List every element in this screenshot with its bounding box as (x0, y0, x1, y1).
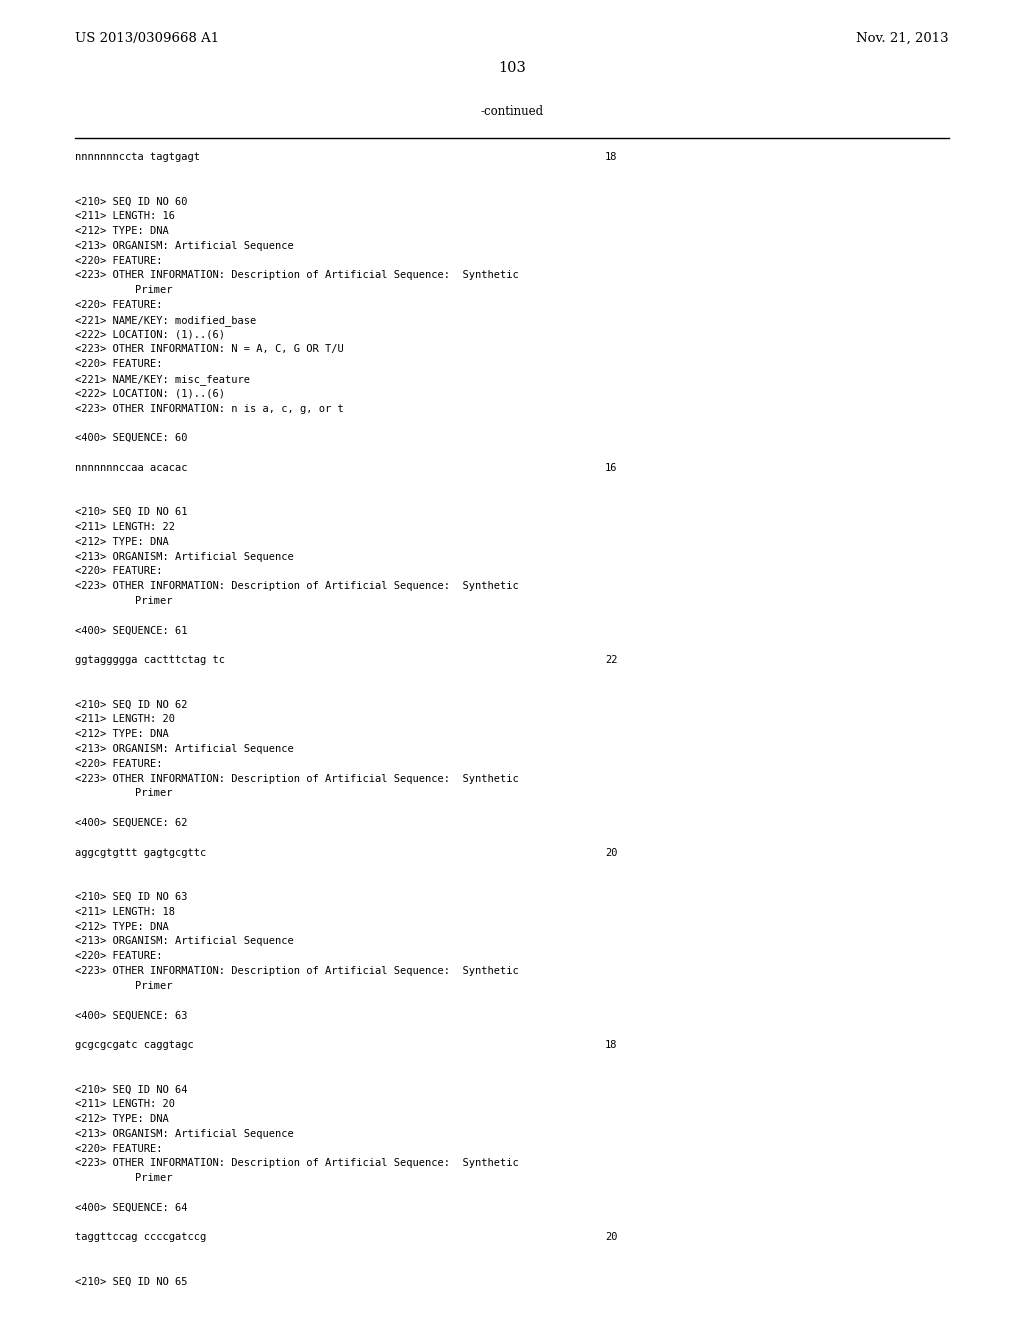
Text: -continued: -continued (480, 106, 544, 117)
Text: <211> LENGTH: 18: <211> LENGTH: 18 (75, 907, 175, 917)
Text: 20: 20 (605, 847, 617, 858)
Text: <213> ORGANISM: Artificial Sequence: <213> ORGANISM: Artificial Sequence (75, 552, 294, 561)
Text: nnnnnnnccta tagtgagt: nnnnnnnccta tagtgagt (75, 152, 200, 162)
Text: gcgcgcgatc caggtagc: gcgcgcgatc caggtagc (75, 1040, 194, 1049)
Text: <210> SEQ ID NO 62: <210> SEQ ID NO 62 (75, 700, 187, 710)
Text: <211> LENGTH: 16: <211> LENGTH: 16 (75, 211, 175, 222)
Text: <400> SEQUENCE: 63: <400> SEQUENCE: 63 (75, 1010, 187, 1020)
Text: 16: 16 (605, 463, 617, 473)
Text: <212> TYPE: DNA: <212> TYPE: DNA (75, 1114, 169, 1125)
Text: <220> FEATURE:: <220> FEATURE: (75, 952, 163, 961)
Text: <220> FEATURE:: <220> FEATURE: (75, 566, 163, 577)
Text: <400> SEQUENCE: 61: <400> SEQUENCE: 61 (75, 626, 187, 636)
Text: nnnnnnnccaa acacac: nnnnnnnccaa acacac (75, 463, 187, 473)
Text: <222> LOCATION: (1)..(6): <222> LOCATION: (1)..(6) (75, 389, 225, 399)
Text: taggttccag ccccgatccg: taggttccag ccccgatccg (75, 1233, 206, 1242)
Text: Primer: Primer (135, 788, 172, 799)
Text: <400> SEQUENCE: 62: <400> SEQUENCE: 62 (75, 818, 187, 828)
Text: 18: 18 (605, 1040, 617, 1049)
Text: <211> LENGTH: 22: <211> LENGTH: 22 (75, 521, 175, 532)
Text: 103: 103 (498, 61, 526, 75)
Text: <210> SEQ ID NO 60: <210> SEQ ID NO 60 (75, 197, 187, 206)
Text: 20: 20 (605, 1233, 617, 1242)
Text: <212> TYPE: DNA: <212> TYPE: DNA (75, 537, 169, 546)
Text: <223> OTHER INFORMATION: Description of Artificial Sequence:  Synthetic: <223> OTHER INFORMATION: Description of … (75, 581, 519, 591)
Text: <400> SEQUENCE: 60: <400> SEQUENCE: 60 (75, 433, 187, 444)
Text: <220> FEATURE:: <220> FEATURE: (75, 359, 163, 370)
Text: Nov. 21, 2013: Nov. 21, 2013 (856, 32, 949, 45)
Text: <213> ORGANISM: Artificial Sequence: <213> ORGANISM: Artificial Sequence (75, 744, 294, 754)
Text: <213> ORGANISM: Artificial Sequence: <213> ORGANISM: Artificial Sequence (75, 240, 294, 251)
Text: Primer: Primer (135, 597, 172, 606)
Text: <211> LENGTH: 20: <211> LENGTH: 20 (75, 714, 175, 725)
Text: <220> FEATURE:: <220> FEATURE: (75, 256, 163, 265)
Text: <211> LENGTH: 20: <211> LENGTH: 20 (75, 1100, 175, 1109)
Text: <220> FEATURE:: <220> FEATURE: (75, 1143, 163, 1154)
Text: aggcgtgttt gagtgcgttc: aggcgtgttt gagtgcgttc (75, 847, 206, 858)
Text: <210> SEQ ID NO 63: <210> SEQ ID NO 63 (75, 892, 187, 902)
Text: <222> LOCATION: (1)..(6): <222> LOCATION: (1)..(6) (75, 330, 225, 339)
Text: <220> FEATURE:: <220> FEATURE: (75, 300, 163, 310)
Text: <223> OTHER INFORMATION: n is a, c, g, or t: <223> OTHER INFORMATION: n is a, c, g, o… (75, 404, 344, 413)
Text: <210> SEQ ID NO 65: <210> SEQ ID NO 65 (75, 1276, 187, 1287)
Text: <221> NAME/KEY: modified_base: <221> NAME/KEY: modified_base (75, 314, 256, 326)
Text: <213> ORGANISM: Artificial Sequence: <213> ORGANISM: Artificial Sequence (75, 1129, 294, 1139)
Text: US 2013/0309668 A1: US 2013/0309668 A1 (75, 32, 219, 45)
Text: <221> NAME/KEY: misc_feature: <221> NAME/KEY: misc_feature (75, 374, 250, 385)
Text: <223> OTHER INFORMATION: Description of Artificial Sequence:  Synthetic: <223> OTHER INFORMATION: Description of … (75, 1159, 519, 1168)
Text: <210> SEQ ID NO 64: <210> SEQ ID NO 64 (75, 1085, 187, 1094)
Text: Primer: Primer (135, 285, 172, 296)
Text: <212> TYPE: DNA: <212> TYPE: DNA (75, 921, 169, 932)
Text: 22: 22 (605, 655, 617, 665)
Text: <223> OTHER INFORMATION: Description of Artificial Sequence:  Synthetic: <223> OTHER INFORMATION: Description of … (75, 966, 519, 975)
Text: Primer: Primer (135, 981, 172, 991)
Text: <400> SEQUENCE: 64: <400> SEQUENCE: 64 (75, 1203, 187, 1213)
Text: 18: 18 (605, 152, 617, 162)
Text: ggtaggggga cactttctag tc: ggtaggggga cactttctag tc (75, 655, 225, 665)
Text: <212> TYPE: DNA: <212> TYPE: DNA (75, 729, 169, 739)
Text: <223> OTHER INFORMATION: Description of Artificial Sequence:  Synthetic: <223> OTHER INFORMATION: Description of … (75, 774, 519, 784)
Text: <210> SEQ ID NO 61: <210> SEQ ID NO 61 (75, 507, 187, 517)
Text: Primer: Primer (135, 1173, 172, 1183)
Text: <223> OTHER INFORMATION: Description of Artificial Sequence:  Synthetic: <223> OTHER INFORMATION: Description of … (75, 271, 519, 280)
Text: <212> TYPE: DNA: <212> TYPE: DNA (75, 226, 169, 236)
Text: <213> ORGANISM: Artificial Sequence: <213> ORGANISM: Artificial Sequence (75, 936, 294, 946)
Text: <220> FEATURE:: <220> FEATURE: (75, 759, 163, 768)
Text: <223> OTHER INFORMATION: N = A, C, G OR T/U: <223> OTHER INFORMATION: N = A, C, G OR … (75, 345, 344, 354)
